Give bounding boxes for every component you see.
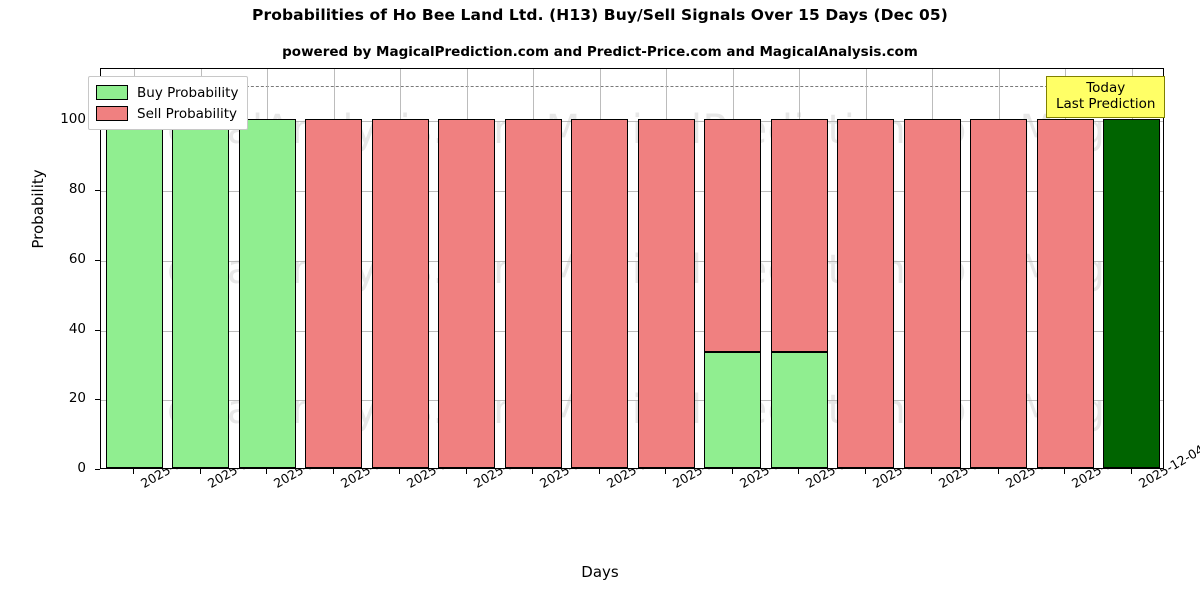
plot-area: MagicalAnalysis.com MagicalPrediction.co… [100, 68, 1164, 469]
legend-item-buy: Buy Probability [96, 82, 238, 103]
bar-group[interactable] [837, 69, 895, 468]
bar-segment-sell[interactable] [837, 119, 895, 468]
bar-group[interactable] [704, 69, 762, 468]
x-tick-label: 2025-11-18 [338, 442, 408, 491]
x-tick-label: 2025-11-21 [537, 442, 607, 491]
bar-segment-sell[interactable] [704, 119, 762, 352]
bar-group[interactable] [504, 69, 562, 468]
bar-group[interactable] [105, 69, 163, 468]
y-tick-label: 20 [68, 390, 86, 407]
bar-group[interactable] [371, 69, 429, 468]
bar-segment-today[interactable] [1103, 119, 1161, 468]
x-tick-label: 2025-11-28 [870, 442, 940, 491]
bar-segment-buy[interactable] [770, 351, 828, 468]
x-tick-label: 2025-11-17 [271, 442, 341, 491]
y-tick-label: 80 [68, 181, 86, 198]
x-tick-mark [332, 469, 334, 474]
x-tick-label: 2025-11-27 [803, 442, 873, 491]
today-annotation: Today Last Prediction [1046, 76, 1166, 118]
x-tick-mark [1064, 469, 1066, 474]
x-tick-label: 2025-11-13 [138, 442, 208, 491]
bar-segment-sell[interactable] [970, 119, 1028, 468]
bar-segment-sell[interactable] [903, 119, 961, 468]
x-tick-mark [1130, 469, 1132, 474]
x-tick-label: 2025-12-03 [1069, 442, 1139, 491]
bar-segment-buy[interactable] [172, 119, 230, 468]
y-tick-mark [95, 469, 100, 471]
bar-group[interactable] [238, 69, 296, 468]
x-tick-label: 2025-11-14 [205, 442, 275, 491]
y-tick-label: 0 [77, 460, 86, 476]
x-tick-mark [133, 469, 135, 474]
x-tick-label: 2025-12-02 [1003, 442, 1073, 491]
bar-segment-sell[interactable] [637, 119, 695, 468]
bar-group[interactable] [1103, 69, 1161, 468]
x-tick-mark [798, 469, 800, 474]
bar-group[interactable] [903, 69, 961, 468]
bar-segment-sell[interactable] [770, 119, 828, 352]
y-tick-label: 100 [60, 111, 86, 128]
x-tick-mark [731, 469, 733, 474]
x-tick-mark [931, 469, 933, 474]
y-tick-label: 60 [68, 250, 86, 267]
bar-segment-sell[interactable] [371, 119, 429, 468]
bar-group[interactable] [637, 69, 695, 468]
x-tick-mark [399, 469, 401, 474]
x-tick-label: 2025-11-19 [404, 442, 474, 491]
legend-swatch-sell [96, 106, 128, 121]
x-axis-title: Days [581, 563, 619, 581]
gridline-h [101, 191, 1163, 193]
x-tick-label: 2025-12-01 [936, 442, 1006, 491]
chart-subtitle: powered by MagicalPrediction.com and Pre… [282, 44, 918, 60]
x-tick-mark [532, 469, 534, 474]
bar-segment-sell[interactable] [571, 119, 629, 468]
y-tick-mark [95, 259, 100, 261]
x-tick-label: 2025-11-24 [604, 442, 674, 491]
chart-legend: Buy Probability Sell Probability [88, 76, 249, 130]
gridline-h [101, 121, 1163, 123]
bar-segment-buy[interactable] [105, 119, 163, 468]
bar-group[interactable] [438, 69, 496, 468]
x-tick-mark [598, 469, 600, 474]
y-tick-mark [95, 329, 100, 331]
bar-group[interactable] [1036, 69, 1094, 468]
bar-series [101, 69, 1163, 468]
bar-group[interactable] [172, 69, 230, 468]
today-annotation-line1: Today [1086, 80, 1126, 96]
x-tick-mark [199, 469, 201, 474]
x-tick-label: 2025-12-04 [1135, 441, 1200, 491]
legend-item-sell: Sell Probability [96, 103, 238, 124]
bar-group[interactable] [305, 69, 363, 468]
gridline-h [101, 330, 1163, 332]
x-tick-label: 2025-11-20 [471, 442, 541, 491]
x-tick-mark [864, 469, 866, 474]
legend-label-sell: Sell Probability [137, 105, 238, 122]
y-tick-mark [95, 190, 100, 192]
bar-segment-sell[interactable] [305, 119, 363, 468]
x-tick-mark [465, 469, 467, 474]
bar-group[interactable] [970, 69, 1028, 468]
bar-segment-sell[interactable] [1036, 119, 1094, 468]
x-tick-mark [997, 469, 999, 474]
x-tick-mark [665, 469, 667, 474]
chart-title: Probabilities of Ho Bee Land Ltd. (H13) … [252, 6, 948, 24]
bar-segment-sell[interactable] [504, 119, 562, 468]
y-tick-label: 40 [68, 320, 86, 337]
x-tick-label: 2025-11-25 [670, 442, 740, 491]
legend-label-buy: Buy Probability [137, 84, 239, 101]
x-tick-mark [266, 469, 268, 474]
x-tick-label: 2025-11-26 [737, 442, 807, 491]
reference-dashed-line [101, 86, 1163, 88]
y-tick-mark [95, 399, 100, 401]
bar-segment-sell[interactable] [438, 119, 496, 468]
bar-segment-buy[interactable] [238, 119, 296, 468]
bar-segment-buy[interactable] [704, 351, 762, 468]
bar-group[interactable] [770, 69, 828, 468]
bar-group[interactable] [571, 69, 629, 468]
legend-swatch-buy [96, 85, 128, 100]
today-annotation-line2: Last Prediction [1056, 96, 1156, 113]
gridline-h [101, 260, 1163, 262]
gridline-h [101, 400, 1163, 402]
y-axis-title: Probability [29, 169, 47, 249]
